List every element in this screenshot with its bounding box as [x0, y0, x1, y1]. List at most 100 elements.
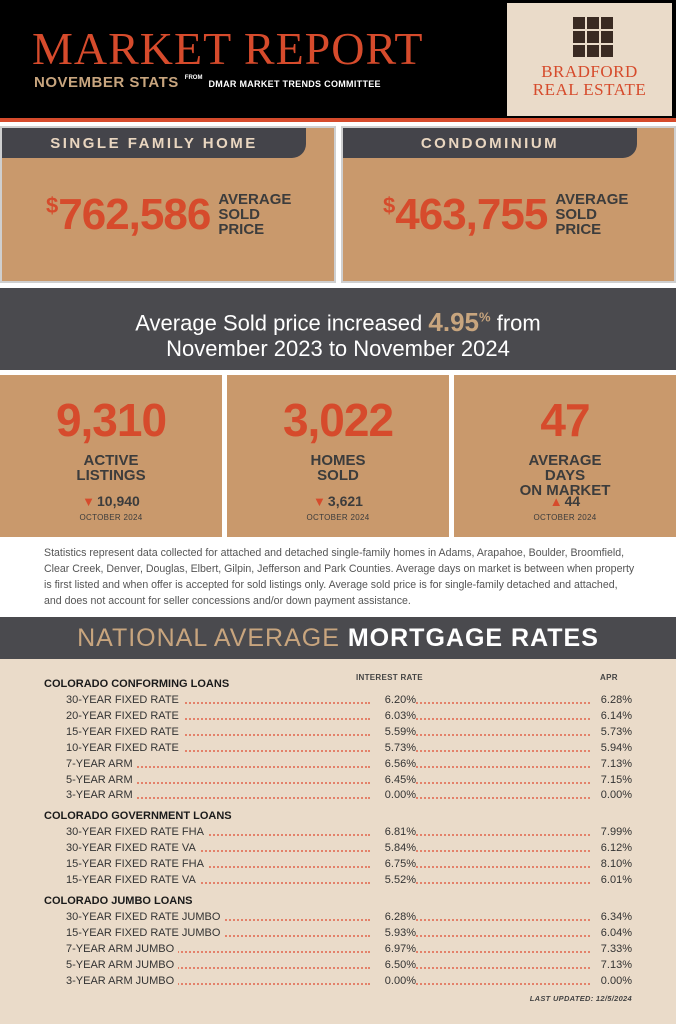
panel-tab: CONDOMINIUM: [343, 128, 637, 158]
dotted-leader: [416, 860, 594, 868]
apr-value: 7.13%: [592, 958, 632, 971]
average-price: $463,755: [383, 189, 548, 239]
price-row: $463,755 AVERAGE SOLD PRICE: [383, 192, 628, 237]
interest-rate: 6.50%: [372, 958, 416, 971]
stat-label-line: AVERAGE: [528, 452, 602, 469]
dotted-leader: [66, 860, 370, 868]
stat-label-line: HOMES: [310, 452, 366, 469]
loan-type: 20-YEAR FIXED RATE: [66, 709, 183, 722]
dotted-leader: [66, 844, 370, 852]
price-label-line: SOLD: [555, 206, 597, 223]
interest-rate: 6.45%: [372, 773, 416, 786]
apr-value: 5.73%: [592, 725, 632, 738]
dotted-leader: [66, 961, 370, 969]
interest-rate: 6.20%: [372, 694, 416, 706]
apr-value: 0.00%: [592, 789, 632, 802]
dotted-leader: [416, 977, 594, 985]
dotted-leader: [416, 913, 594, 921]
dotted-leader: [66, 712, 370, 720]
loan-type: 30-YEAR FIXED RATE: [66, 694, 183, 706]
banner-suffix: from: [496, 310, 541, 336]
loan-type: 3-YEAR ARM: [66, 789, 137, 802]
interest-rate: 6.75%: [372, 857, 416, 870]
apr-value: 7.15%: [592, 773, 632, 786]
loan-section-title: COLORADO GOVERNMENT LOANS: [44, 810, 232, 822]
stat-label: HOMES SOLD: [227, 453, 449, 483]
dotted-leader: [416, 844, 594, 852]
loan-type: 10-YEAR FIXED RATE: [66, 741, 183, 754]
rate-row: 30-YEAR FIXED RATE JUMBO 6.28% 6.34%: [66, 911, 632, 926]
rate-row: 7-YEAR ARM JUMBO 6.97% 7.33%: [66, 942, 632, 958]
single-family-panel: SINGLE FAMILY HOME $762,586 AVERAGE SOLD…: [0, 126, 336, 283]
stat-value: 47: [540, 394, 590, 446]
dollar-sign: $: [46, 192, 58, 218]
brand-logo: BRADFORD REAL ESTATE: [507, 3, 672, 116]
column-header-interest-rate: INTEREST RATE: [356, 673, 423, 682]
dotted-leader: [66, 744, 370, 752]
dotted-leader: [66, 776, 370, 784]
dotted-leader: [416, 945, 594, 953]
subtitle-month: NOVEMBER STATS: [34, 74, 179, 91]
loan-type: 30-YEAR FIXED RATE VA: [66, 841, 200, 854]
apr-value: 6.34%: [592, 911, 632, 923]
header: MARKET REPORT NOVEMBER STATS FROM DMAR M…: [0, 0, 676, 118]
loan-type: 3-YEAR ARM JUMBO: [66, 974, 179, 987]
disclaimer-text: Statistics represent data collected for …: [44, 547, 635, 607]
apr-value: 7.13%: [592, 757, 632, 770]
condominium-panel: CONDOMINIUM $463,755 AVERAGE SOLD PRICE: [341, 126, 676, 283]
stat-label: AVERAGE DAYS ON MARKET: [454, 453, 676, 498]
stat-value: 9,310: [55, 394, 167, 446]
rate-row: 7-YEAR ARM 6.56% 7.13%: [66, 757, 632, 773]
stat-value: 3,022: [282, 394, 394, 446]
dotted-leader: [416, 828, 594, 836]
stat-date: OCTOBER 2024: [533, 513, 597, 522]
subtitle-from: FROM: [184, 75, 203, 81]
stat-date: OCTOBER 2024: [79, 513, 143, 522]
stat-previous-value: 44: [564, 493, 581, 509]
dotted-leader: [416, 760, 594, 768]
loan-type: 30-YEAR FIXED RATE JUMBO: [66, 911, 225, 923]
rate-row: 15-YEAR FIXED RATE JUMBO 5.93% 6.04%: [66, 926, 632, 942]
price-value: 463,755: [395, 189, 548, 239]
dotted-leader: [416, 744, 594, 752]
mortgage-rates-heading: NATIONAL AVERAGE MORTGAGE RATES: [0, 617, 676, 659]
logo-grid-icon: [573, 17, 613, 57]
rate-row: 15-YEAR FIXED RATE VA 5.52% 6.01%: [66, 873, 632, 889]
apr-value: 0.00%: [592, 974, 632, 987]
loan-section-title: COLORADO CONFORMING LOANS: [44, 678, 230, 690]
dotted-leader: [66, 977, 370, 985]
apr-value: 8.10%: [592, 857, 632, 870]
banner-line-1: Average Sold price increased 4.95% from: [0, 304, 676, 336]
dotted-leader: [66, 876, 370, 884]
report-title: MARKET REPORT: [32, 23, 424, 74]
interest-rate: 6.56%: [372, 757, 416, 770]
stat-previous-value: 10,940: [97, 493, 140, 509]
logo-line-1: BRADFORD: [541, 62, 638, 81]
interest-rate: 6.28%: [372, 911, 416, 923]
up-arrow-icon: ▲: [549, 494, 563, 509]
loan-type: 7-YEAR ARM: [66, 757, 137, 770]
stat-label: ACTIVE LISTINGS: [0, 453, 222, 483]
interest-rate: 5.52%: [372, 873, 416, 886]
stat-previous: ▼ 3,621: [227, 493, 449, 509]
rate-row: 30-YEAR FIXED RATE FHA 6.81% 7.99%: [66, 826, 632, 841]
price-label-line: PRICE: [218, 221, 265, 238]
column-header-apr: APR: [600, 673, 618, 682]
loan-type: 15-YEAR FIXED RATE JUMBO: [66, 926, 225, 939]
rate-row: 5-YEAR ARM JUMBO 6.50% 7.13%: [66, 958, 632, 974]
mortgage-rates-table: INTEREST RATE APR LAST UPDATED: 12/5/202…: [0, 659, 676, 1024]
report-subtitle: NOVEMBER STATS FROM DMAR MARKET TRENDS C…: [34, 74, 381, 91]
interest-rate: 5.93%: [372, 926, 416, 939]
rate-row: 15-YEAR FIXED RATE 5.59% 5.73%: [66, 725, 632, 741]
header-divider: [0, 118, 676, 122]
stat-label-line: LISTINGS: [76, 467, 146, 484]
dotted-leader: [416, 776, 594, 784]
down-arrow-icon: ▼: [82, 494, 96, 509]
dotted-leader: [66, 728, 370, 736]
apr-value: 7.33%: [592, 942, 632, 955]
mortgage-title-bold: MORTGAGE RATES: [347, 624, 599, 652]
interest-rate: 0.00%: [372, 789, 416, 802]
price-label-line: PRICE: [555, 221, 602, 238]
price-label: AVERAGE SOLD PRICE: [218, 192, 291, 237]
dotted-leader: [66, 945, 370, 953]
